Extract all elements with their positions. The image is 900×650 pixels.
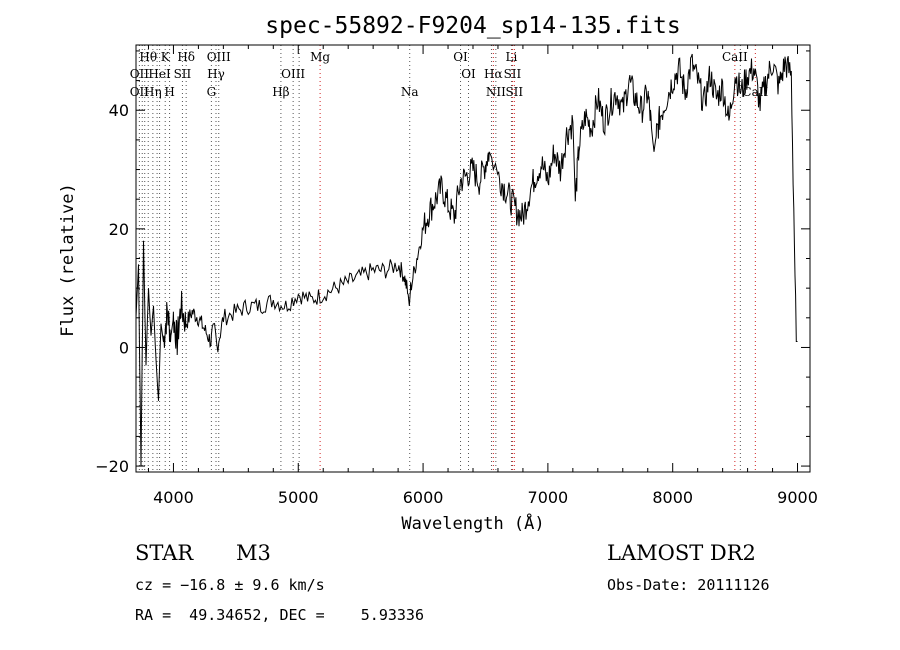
x-tick-label: 8000: [652, 488, 693, 507]
redshift-readout: cz = −16.8 ± 9.6 km/s: [135, 576, 325, 594]
y-tick-label: 20: [109, 220, 129, 239]
marker-label: Mg: [310, 50, 330, 64]
marker-label: NII: [486, 85, 506, 99]
marker-label: SII: [174, 67, 192, 81]
marker-label: Hδ: [177, 50, 195, 64]
marker-label: Hη: [144, 85, 162, 99]
marker-label: CaII: [722, 50, 748, 64]
marker-label: OIII: [281, 67, 305, 81]
survey-name: LAMOST DR2: [607, 541, 756, 565]
marker-label: SII: [505, 85, 523, 99]
marker-label: OIII: [207, 50, 231, 64]
marker-label: G: [207, 85, 217, 99]
spectrum-series: [135, 53, 798, 467]
x-axis-label: Wavelength (Å): [401, 512, 544, 534]
marker-label: OII: [130, 85, 150, 99]
marker-label: Hβ: [272, 85, 289, 99]
marker-label: Na: [401, 85, 419, 99]
marker-label: Hα: [484, 67, 503, 81]
x-tick-label: 9000: [777, 488, 818, 507]
y-tick-label: 0: [119, 338, 129, 357]
marker-label: Hγ: [207, 67, 225, 81]
marker-label: H: [164, 85, 174, 99]
coordinates: RA = 49.34652, DEC = 5.93336: [135, 606, 424, 624]
marker-label: K: [161, 50, 171, 64]
y-axis-label: Flux (relative): [58, 183, 78, 337]
marker-label: OI: [453, 50, 468, 64]
object-class: STAR: [135, 541, 194, 565]
obs-date: Obs-Date: 20111126: [607, 576, 770, 594]
marker-label: Li: [506, 50, 518, 64]
y-tick-label: 40: [109, 101, 129, 120]
marker-label: OI: [461, 67, 476, 81]
marker-label: OII: [130, 67, 150, 81]
x-tick-label: 5000: [278, 488, 319, 507]
x-tick-label: 6000: [403, 488, 444, 507]
axes: 4000 5000 6000 7000 8000 9000 −20 0 20 40: [95, 44, 818, 507]
chart-title: spec-55892-F9204_sp14-135.fits: [265, 13, 680, 39]
y-tick-label: −20: [95, 457, 129, 476]
x-tick-label: 7000: [528, 488, 569, 507]
plot-frame: [135, 44, 811, 473]
spectrum-line: [135, 53, 798, 467]
marker-label: Hθ: [139, 50, 157, 64]
marker-label: SII: [504, 67, 522, 81]
x-tick-label: 4000: [153, 488, 194, 507]
marker-label: HeI: [148, 67, 171, 81]
object-subclass: M3: [236, 541, 271, 565]
